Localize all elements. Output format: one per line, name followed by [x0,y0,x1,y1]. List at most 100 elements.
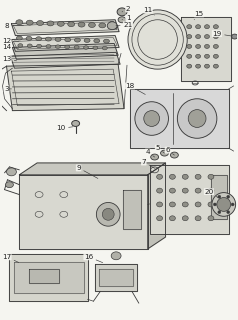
Ellipse shape [169,174,175,179]
Text: 6: 6 [165,147,174,155]
Ellipse shape [65,45,70,49]
Text: 4: 4 [145,149,155,157]
Ellipse shape [151,154,159,160]
Polygon shape [99,268,133,286]
Ellipse shape [102,46,107,50]
Ellipse shape [18,44,23,47]
Ellipse shape [6,168,16,176]
Ellipse shape [204,35,209,38]
Ellipse shape [213,64,218,68]
Ellipse shape [26,36,32,40]
Ellipse shape [74,38,80,42]
Ellipse shape [128,10,187,69]
Ellipse shape [212,193,236,216]
Ellipse shape [195,188,201,193]
Polygon shape [130,89,229,148]
Ellipse shape [213,54,218,58]
Ellipse shape [68,22,75,27]
Ellipse shape [26,20,33,25]
Ellipse shape [84,46,89,49]
Text: 13: 13 [2,56,17,62]
Ellipse shape [208,202,214,207]
Ellipse shape [187,35,192,38]
Polygon shape [19,175,148,249]
Ellipse shape [227,195,230,198]
Ellipse shape [161,150,169,156]
Ellipse shape [157,216,163,221]
Text: 19: 19 [212,31,232,36]
Ellipse shape [111,252,121,260]
Text: 21: 21 [116,22,133,28]
Ellipse shape [208,174,214,179]
Ellipse shape [204,25,209,29]
Ellipse shape [213,203,216,206]
Ellipse shape [135,102,169,135]
Text: 15: 15 [194,11,204,20]
Ellipse shape [45,37,51,41]
Ellipse shape [231,203,234,206]
Ellipse shape [99,23,106,28]
Ellipse shape [169,216,175,221]
Ellipse shape [169,202,175,207]
Text: 5: 5 [155,145,164,153]
Ellipse shape [169,188,175,193]
Text: 11: 11 [143,7,154,15]
Ellipse shape [195,202,201,207]
Ellipse shape [208,188,214,193]
Polygon shape [95,264,137,291]
Ellipse shape [107,22,117,30]
Polygon shape [19,163,165,175]
Text: 8: 8 [4,23,24,29]
Ellipse shape [16,20,23,25]
Polygon shape [11,20,119,36]
Polygon shape [150,165,229,234]
Ellipse shape [74,45,79,49]
Text: 9: 9 [76,165,98,179]
Polygon shape [10,254,89,301]
Text: 18: 18 [125,83,145,94]
Ellipse shape [117,8,127,16]
Ellipse shape [196,54,201,58]
Polygon shape [29,268,59,284]
Ellipse shape [118,17,126,23]
Ellipse shape [196,25,201,29]
Ellipse shape [187,64,192,68]
Ellipse shape [36,37,42,41]
Polygon shape [181,17,231,81]
Polygon shape [148,163,165,249]
Ellipse shape [96,203,120,226]
Polygon shape [123,190,141,229]
Ellipse shape [187,44,192,48]
Ellipse shape [84,38,90,43]
Ellipse shape [55,45,60,48]
Polygon shape [12,44,118,59]
Ellipse shape [213,25,218,29]
Ellipse shape [55,37,61,41]
Ellipse shape [102,208,114,220]
Text: 3: 3 [4,86,11,92]
Ellipse shape [204,64,209,68]
Ellipse shape [232,34,238,39]
Ellipse shape [65,38,71,42]
Ellipse shape [187,25,192,29]
Ellipse shape [187,54,192,58]
Ellipse shape [213,44,218,48]
Text: 20: 20 [204,188,218,198]
Ellipse shape [57,21,64,26]
Ellipse shape [94,39,100,43]
Ellipse shape [144,111,160,126]
Ellipse shape [46,44,51,48]
Ellipse shape [27,44,32,47]
Ellipse shape [196,64,201,68]
Ellipse shape [157,174,163,179]
Ellipse shape [182,202,188,207]
Ellipse shape [217,197,231,211]
Ellipse shape [5,182,13,188]
Text: 16: 16 [84,254,103,263]
Ellipse shape [37,44,42,48]
Ellipse shape [218,195,221,198]
Ellipse shape [227,211,230,214]
Ellipse shape [218,211,221,214]
Polygon shape [15,262,84,293]
Ellipse shape [72,121,79,126]
